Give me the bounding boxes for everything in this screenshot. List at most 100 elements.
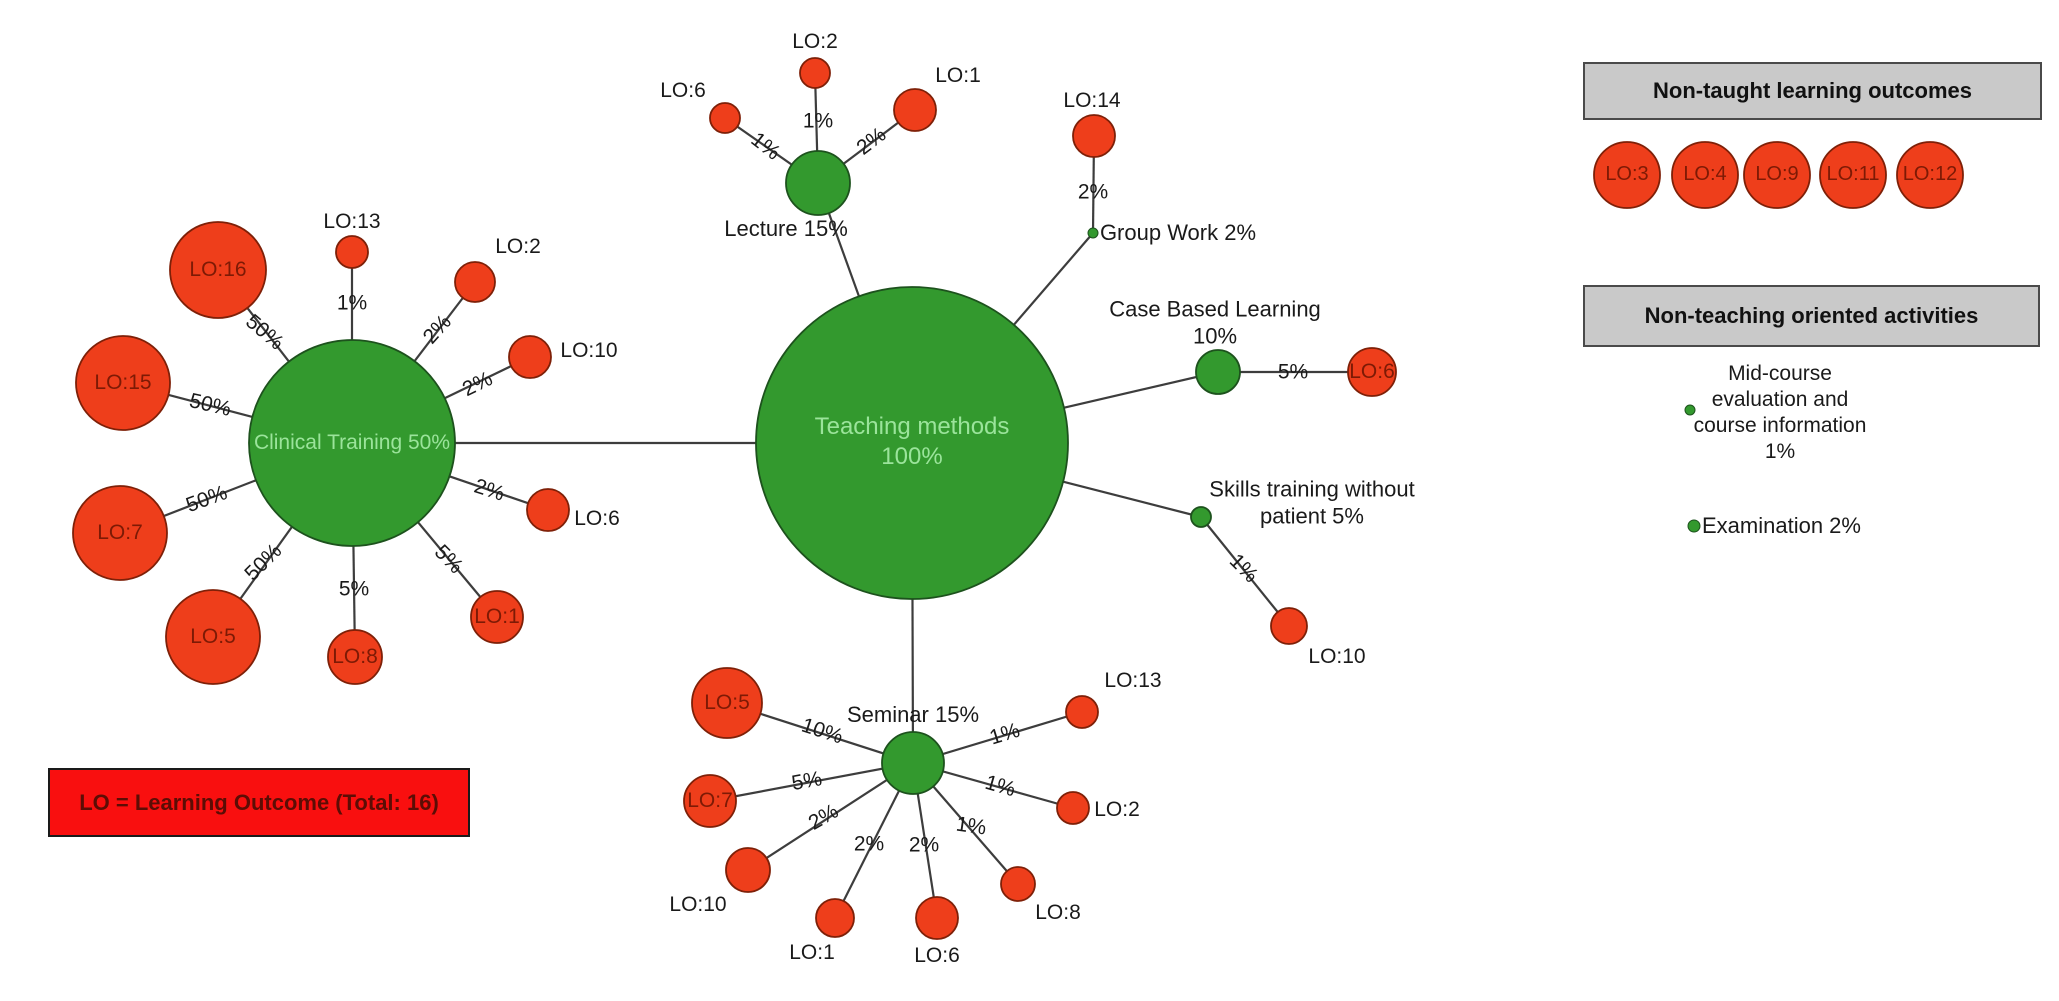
edge-label-17: 2% <box>471 474 507 505</box>
node-seminar-lo5 <box>691 667 763 739</box>
label-lecture-lo6: LO:6 <box>660 79 706 102</box>
label-skills-training: Skills training without patient 5% <box>1209 476 1414 528</box>
label-lecture: Lecture 15% <box>724 216 848 241</box>
edge-label-28: 1% <box>983 771 1019 801</box>
label-seminar-lo2: LO:2 <box>1094 798 1140 821</box>
edge-label-21: 5% <box>430 540 468 578</box>
edge-label-18: 50% <box>183 481 230 517</box>
lo-legend-label: LO = Learning Outcome (Total: 16) <box>79 789 439 815</box>
node-case-based-learning <box>1195 349 1241 395</box>
node-cbl-lo6 <box>1347 347 1397 397</box>
label-clinical-lo5: LO:5 <box>190 625 236 648</box>
label-seminar-lo13: LO:13 <box>1104 669 1161 692</box>
node-clinical-lo6 <box>526 488 570 532</box>
label-seminar-lo1: LO:1 <box>789 941 835 964</box>
label-lecture-lo2: LO:2 <box>792 30 838 53</box>
node-clinical-lo10 <box>508 335 552 379</box>
non-teaching-header-box: Non-teaching oriented activities <box>1583 285 2040 347</box>
label-panel-lo12: LO:12 <box>1903 163 1957 185</box>
label-case-based-learning: Case Based Learning 10% <box>1109 296 1321 348</box>
node-teaching-methods <box>755 286 1069 600</box>
edge-label-9: 2% <box>1078 181 1108 204</box>
node-lecture <box>785 150 851 216</box>
mid-course-activity-label: Mid-course evaluation and course informa… <box>1693 362 1867 463</box>
node-panel-lo4 <box>1671 141 1739 209</box>
node-clinical-lo15 <box>75 335 171 431</box>
node-seminar-lo6 <box>915 896 959 940</box>
node-clinical-lo16 <box>169 221 267 319</box>
node-clinical-lo8 <box>327 629 383 685</box>
node-group-work <box>1087 227 1099 239</box>
node-seminar-lo8 <box>1000 866 1036 902</box>
label-seminar-lo10: LO:10 <box>669 893 726 916</box>
node-seminar <box>881 731 945 795</box>
label-clinical-lo10: LO:10 <box>560 339 617 362</box>
label-clinical-lo6: LO:6 <box>574 507 620 530</box>
label-group-work: Group Work 2% <box>1100 220 1256 245</box>
non-taught-header-label: Non-taught learning outcomes <box>1653 78 1972 103</box>
label-panel-lo9: LO:9 <box>1755 163 1798 185</box>
node-clinical-training <box>248 339 456 547</box>
label-lecture-lo1: LO:1 <box>935 64 981 87</box>
label-seminar-lo6: LO:6 <box>914 944 960 967</box>
examination-activity-label: Examination 2% <box>1702 513 1861 538</box>
label-seminar-lo7: LO:7 <box>687 789 733 812</box>
node-clinical-lo5 <box>165 589 261 685</box>
edge-label-25: 2% <box>854 833 884 856</box>
edge-label-19: 50% <box>240 539 286 585</box>
edge-24 <box>747 762 914 871</box>
label-skills-lo10: LO:10 <box>1308 645 1365 668</box>
edge-11 <box>1200 516 1290 627</box>
node-panel-lo12 <box>1896 141 1964 209</box>
node-lecture-lo2 <box>799 57 831 89</box>
node-clinical-lo7 <box>72 485 168 581</box>
edge-label-23: 5% <box>790 767 824 795</box>
node-seminar-lo2 <box>1056 791 1090 825</box>
node-lecture-lo6 <box>709 102 741 134</box>
label-panel-lo11: LO:11 <box>1827 163 1880 185</box>
label-cbl-lo6: LO:6 <box>1349 360 1395 383</box>
node-lecture-lo1 <box>893 88 937 132</box>
node-panel-lo11 <box>1819 141 1887 209</box>
edge-label-7: 1% <box>803 110 833 133</box>
node-clinical-lo13 <box>335 235 369 269</box>
lo-legend-box: LO = Learning Outcome (Total: 16) <box>48 768 470 837</box>
node-seminar-lo13 <box>1065 695 1099 729</box>
label-seminar: Seminar 15% <box>847 702 979 727</box>
node-seminar-lo7 <box>683 774 737 828</box>
node-examination-dot <box>1687 519 1701 533</box>
edge-label-22: 10% <box>799 714 846 749</box>
label-clinical-lo1: LO:1 <box>474 605 520 628</box>
label-seminar-lo8: LO:8 <box>1035 901 1081 924</box>
label-groupwork-lo14: LO:14 <box>1063 89 1121 112</box>
label-panel-lo3: LO:3 <box>1605 163 1648 185</box>
node-panel-lo9 <box>1743 141 1811 209</box>
node-clinical-lo2 <box>454 261 496 303</box>
edge-label-12: 50% <box>241 310 288 355</box>
edge-label-20: 5% <box>339 578 369 601</box>
node-clinical-lo1 <box>470 590 524 644</box>
label-panel-lo4: LO:4 <box>1683 163 1726 185</box>
node-skills-training <box>1190 506 1212 528</box>
node-skills-lo10 <box>1270 607 1308 645</box>
label-clinical-training: Clinical Training 50% <box>254 431 450 454</box>
node-groupwork-lo14 <box>1072 114 1116 158</box>
edge-label-29: 1% <box>987 719 1023 750</box>
edge-label-27: 1% <box>955 813 988 840</box>
non-teaching-header-label: Non-teaching oriented activities <box>1644 303 1979 328</box>
label-clinical-lo15: LO:15 <box>94 371 151 394</box>
edge-label-14: 2% <box>419 310 456 348</box>
label-clinical-lo13: LO:13 <box>323 210 380 233</box>
label-clinical-lo16: LO:16 <box>189 258 246 281</box>
node-mid-course-dot <box>1684 404 1696 416</box>
non-taught-header-box: Non-taught learning outcomes <box>1583 62 2042 120</box>
label-seminar-lo5: LO:5 <box>704 691 750 714</box>
edge-label-26: 2% <box>909 834 939 857</box>
label-clinical-lo7: LO:7 <box>97 521 143 544</box>
label-clinical-lo8: LO:8 <box>332 645 378 668</box>
edge-label-15: 2% <box>459 367 496 401</box>
label-teaching-methods: Teaching methods 100% <box>815 413 1010 470</box>
node-seminar-lo1 <box>815 898 855 938</box>
